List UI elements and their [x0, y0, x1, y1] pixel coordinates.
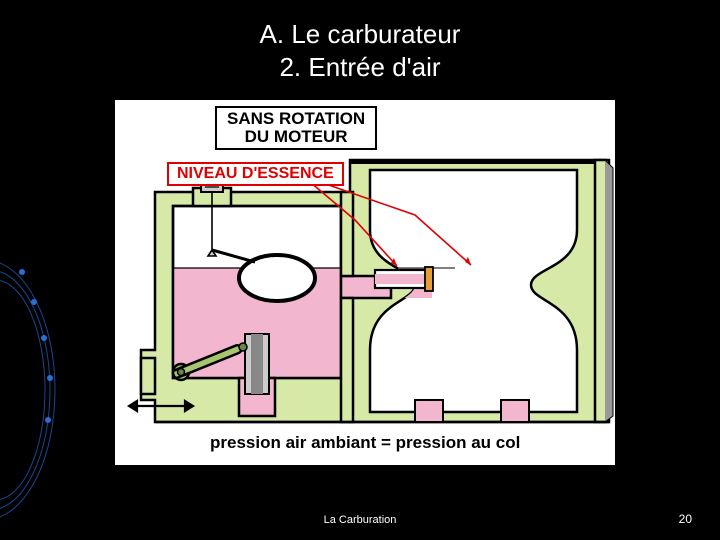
label-sans-rotation: SANS ROTATION DU MOTEUR [215, 106, 377, 150]
slide-title: A. Le carburateur 2. Entrée d'air [0, 0, 720, 83]
carburetor-diagram: SANS ROTATION DU MOTEUR NIVEAU D'ESSENCE… [115, 100, 615, 465]
idle-port-right [501, 400, 529, 422]
background-swoosh [0, 260, 80, 520]
top-flange [350, 160, 605, 164]
idle-port-left [415, 400, 443, 422]
right-flange-shadow [605, 160, 613, 422]
label-niveau-essence: NIVEAU D'ESSENCE [167, 162, 344, 186]
title-line-2: 2. Entrée d'air [0, 51, 720, 84]
footer-text: La Carburation [0, 514, 720, 526]
nozzle-ring [425, 267, 433, 291]
left-lug [141, 358, 155, 394]
label-pressure: pression air ambiant = pression au col [210, 433, 520, 453]
diagram-svg [115, 100, 615, 465]
label-sans-rotation-l1: SANS ROTATION [227, 109, 365, 128]
title-line-1: A. Le carburateur [0, 18, 720, 51]
main-jet-bore [251, 334, 263, 394]
page-number: 20 [679, 512, 692, 526]
label-sans-rotation-l2: DU MOTEUR [245, 127, 348, 146]
